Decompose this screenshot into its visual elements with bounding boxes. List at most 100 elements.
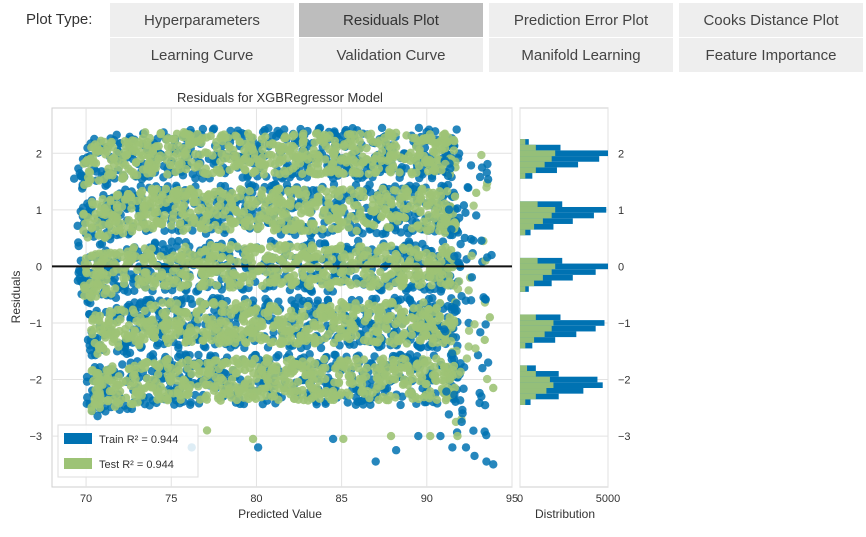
- test-point: [329, 149, 338, 159]
- test-point: [424, 305, 433, 314]
- test-point: [149, 375, 158, 384]
- test-point: [146, 316, 155, 325]
- test-point: [151, 157, 161, 166]
- train-hist-bar: [520, 314, 561, 321]
- test-point: [389, 150, 399, 159]
- test-point: [416, 194, 425, 203]
- test-point: [81, 267, 91, 277]
- tab-residuals-plot[interactable]: Residuals Plot: [299, 3, 483, 37]
- test-point: [424, 210, 433, 220]
- test-point: [175, 165, 184, 174]
- x-tick-label: 75: [165, 493, 177, 505]
- test-point: [223, 380, 232, 389]
- test-point: [273, 307, 283, 316]
- edge-point: [469, 426, 478, 435]
- test-point: [228, 219, 238, 228]
- tab-prediction-error-plot[interactable]: Prediction Error Plot: [489, 3, 673, 37]
- test-point: [289, 130, 299, 139]
- train-point: [264, 124, 273, 133]
- test-point: [240, 379, 250, 388]
- test-point: [104, 220, 114, 229]
- test-point: [208, 315, 217, 324]
- test-point: [221, 154, 230, 163]
- test-point: [396, 335, 406, 344]
- train-hist-bar: [520, 393, 559, 400]
- test-point: [373, 338, 382, 347]
- test-point: [255, 157, 265, 167]
- edge-point: [464, 286, 473, 295]
- test-point: [150, 185, 160, 195]
- test-point: [205, 210, 215, 219]
- test-point: [288, 224, 297, 234]
- test-point: [239, 300, 249, 309]
- test-point: [270, 370, 280, 380]
- test-point: [444, 271, 454, 280]
- test-point: [90, 400, 100, 409]
- test-point: [362, 143, 371, 153]
- test-outlier-point: [339, 434, 348, 444]
- test-point: [170, 135, 179, 144]
- test-point: [394, 304, 403, 313]
- tab-hyperparameters[interactable]: Hyperparameters: [110, 3, 294, 37]
- train-hist-bar: [520, 371, 559, 377]
- test-point: [344, 223, 354, 232]
- train-point: [272, 353, 281, 362]
- test-point: [182, 308, 191, 318]
- tab-manifold-learning[interactable]: Manifold Learning: [489, 38, 673, 72]
- edge-point: [446, 164, 455, 173]
- train-point: [403, 293, 412, 302]
- train-point: [188, 299, 197, 309]
- train-point: [353, 397, 363, 406]
- test-point: [190, 197, 199, 207]
- test-point: [351, 146, 360, 156]
- test-hist-bar: [520, 206, 556, 213]
- train-hist-bar: [520, 325, 596, 332]
- edge-point: [453, 204, 462, 213]
- test-point: [119, 279, 129, 289]
- test-point: [406, 387, 415, 396]
- test-point: [344, 372, 354, 381]
- test-point: [391, 186, 401, 195]
- test-point: [327, 312, 336, 322]
- tab-validation-curve[interactable]: Validation Curve: [299, 38, 483, 72]
- legend-train-swatch: [64, 433, 92, 444]
- test-point: [336, 277, 345, 287]
- plot-type-label: Plot Type:: [26, 11, 93, 28]
- test-point: [445, 277, 454, 286]
- tab-cooks-distance-plot[interactable]: Cooks Distance Plot: [679, 3, 863, 37]
- test-point: [390, 366, 400, 376]
- tab-learning-curve[interactable]: Learning Curve: [110, 38, 294, 72]
- edge-point: [477, 163, 487, 172]
- test-point: [85, 176, 94, 186]
- test-point: [346, 185, 355, 194]
- train-outlier-point: [489, 460, 498, 469]
- test-point: [144, 160, 153, 169]
- test-point: [224, 141, 233, 151]
- test-point: [123, 331, 132, 340]
- test-point: [325, 215, 335, 224]
- test-point: [128, 146, 137, 156]
- test-hist-bar: [520, 156, 552, 162]
- test-point: [210, 383, 219, 392]
- test-point: [90, 324, 99, 333]
- test-hist-bar: [520, 257, 538, 264]
- tab-feature-importance[interactable]: Feature Importance: [679, 38, 863, 72]
- test-point: [258, 186, 267, 195]
- edge-point: [480, 427, 489, 436]
- edge-point: [476, 328, 485, 337]
- test-point: [341, 303, 351, 313]
- test-point: [283, 337, 293, 346]
- edge-point: [454, 370, 463, 379]
- test-point: [401, 355, 410, 364]
- train-hist-bar: [520, 150, 608, 157]
- test-point: [277, 326, 287, 335]
- test-point: [168, 214, 178, 224]
- test-point: [402, 131, 411, 140]
- test-point: [268, 139, 277, 148]
- test-hist-bar: [520, 173, 526, 179]
- test-point: [334, 378, 344, 387]
- edge-point: [473, 350, 483, 360]
- test-point: [420, 366, 429, 375]
- test-point: [296, 209, 306, 218]
- test-point: [441, 395, 451, 405]
